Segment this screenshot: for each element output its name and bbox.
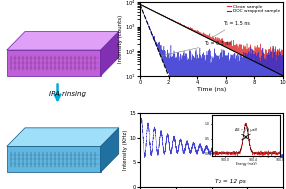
- Text: IPA rinsing: IPA rinsing: [49, 91, 86, 97]
- Polygon shape: [7, 32, 119, 50]
- Polygon shape: [7, 50, 100, 76]
- Y-axis label: Intensity (KHz): Intensity (KHz): [123, 130, 128, 170]
- Polygon shape: [7, 146, 100, 172]
- Text: T₁ = 1.5 ns: T₁ = 1.5 ns: [212, 21, 250, 38]
- Text: T₂ = 12 ps: T₂ = 12 ps: [215, 179, 246, 184]
- Polygon shape: [7, 128, 119, 146]
- Text: T₂ = 0.3 ns: T₂ = 0.3 ns: [160, 41, 231, 57]
- Polygon shape: [100, 32, 119, 76]
- Y-axis label: Intensity (counts): Intensity (counts): [118, 15, 124, 63]
- Legend: Clean sample, DOC wrapped sample: Clean sample, DOC wrapped sample: [227, 4, 281, 14]
- X-axis label: Time (ns): Time (ns): [197, 87, 226, 91]
- Polygon shape: [100, 128, 119, 172]
